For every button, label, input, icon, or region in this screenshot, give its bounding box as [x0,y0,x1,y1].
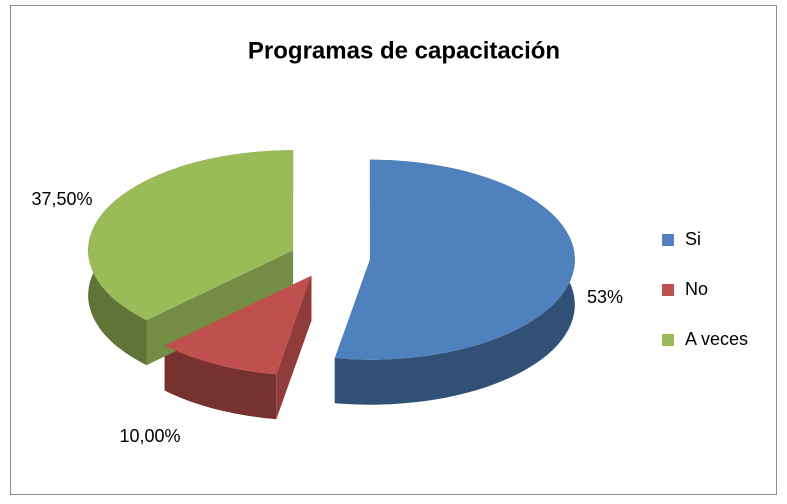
legend-label: No [685,279,708,299]
slice [88,150,294,321]
legend-swatch [662,334,674,346]
slice-side [146,250,294,366]
chart-title: Programas de capacitación [248,37,560,64]
legend-label: A veces [685,329,748,349]
slice [334,159,575,360]
data-label: 53% [587,287,623,307]
legend-swatch [662,284,674,296]
data-label: 10,00% [119,426,180,446]
slice-wall [164,345,277,420]
legend-label: Si [685,229,701,249]
data-label: 37,50% [31,189,92,209]
legend-swatch [662,234,674,246]
slice [164,275,312,375]
